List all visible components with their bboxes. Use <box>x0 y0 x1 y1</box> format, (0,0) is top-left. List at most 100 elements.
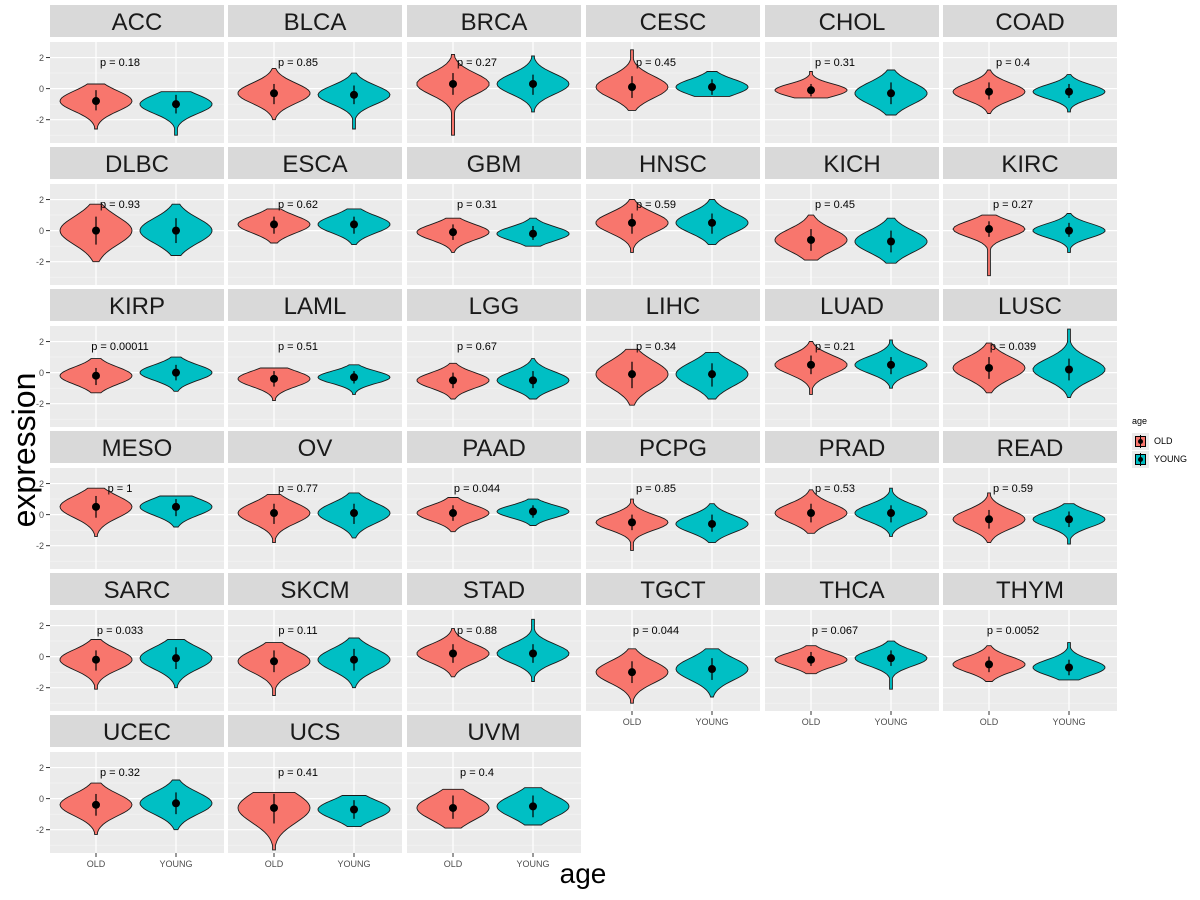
mean-point-kirc-old <box>985 225 993 234</box>
y-tick-label: -2 <box>36 399 44 409</box>
x-tick-label: YOUNG <box>516 859 549 869</box>
facet-strip-meso <box>50 431 224 463</box>
p-value-lusc: p = 0.039 <box>990 341 1036 353</box>
facet-label-gbm: GBM <box>467 151 522 178</box>
y-tick-label: -2 <box>36 541 44 551</box>
mean-point-ucec-old <box>92 800 100 809</box>
p-value-paad: p = 0.044 <box>454 483 500 495</box>
facet-label-uvm: UVM <box>467 719 520 746</box>
y-tick-label: 2 <box>39 195 44 205</box>
p-value-kirp: p = 0.00011 <box>91 341 149 353</box>
p-value-luad: p = 0.21 <box>815 341 855 353</box>
legend-label-young: YOUNG <box>1154 454 1188 464</box>
facet-strip-stad <box>407 573 581 605</box>
mean-point-kirc-young <box>1065 226 1073 235</box>
p-value-kirc: p = 0.27 <box>993 199 1033 211</box>
y-tick-label: -2 <box>36 257 44 267</box>
mean-point-ucs-young <box>350 805 358 814</box>
facet-strip-paad <box>407 431 581 463</box>
y-tick-label: 0 <box>39 794 44 804</box>
facet-strip-acc <box>50 5 224 37</box>
mean-point-gbm-young <box>529 229 537 238</box>
p-value-thca: p = 0.067 <box>812 625 858 637</box>
p-value-cesc: p = 0.45 <box>636 57 676 69</box>
mean-point-laml-young <box>350 373 358 382</box>
mean-point-meso-young <box>172 502 180 511</box>
legend-key-old <box>1132 432 1149 450</box>
mean-point-luad-old <box>807 360 815 369</box>
y-tick-label: 0 <box>39 226 44 236</box>
mean-point-thca-young <box>887 654 895 663</box>
facet-strip-prad <box>765 431 939 463</box>
facet-label-hnsc: HNSC <box>639 151 707 178</box>
p-value-prad: p = 0.53 <box>815 483 855 495</box>
p-value-read: p = 0.59 <box>993 483 1033 495</box>
y-tick-label: 2 <box>39 621 44 631</box>
p-value-acc: p = 0.18 <box>100 57 140 69</box>
facet-strip-kirc <box>943 147 1117 179</box>
mean-point-prad-old <box>807 509 815 518</box>
facet-strip-gbm <box>407 147 581 179</box>
x-axis-title: age <box>559 858 607 889</box>
mean-point-thym-young <box>1065 663 1073 672</box>
facet-strip-ov <box>228 431 402 463</box>
x-tick-label: YOUNG <box>159 859 192 869</box>
mean-point-lusc-old <box>985 363 993 372</box>
mean-point-blca-old <box>270 89 278 98</box>
facet-strip-luad <box>765 289 939 321</box>
y-tick-label: 2 <box>39 337 44 347</box>
p-value-ucs: p = 0.41 <box>278 767 318 779</box>
y-tick-label: -2 <box>36 683 44 693</box>
facet-label-stad: STAD <box>463 577 525 604</box>
mean-point-chol-young <box>887 89 895 98</box>
p-value-lihc: p = 0.34 <box>636 341 676 353</box>
p-value-stad: p = 0.88 <box>457 625 497 637</box>
mean-point-laml-old <box>270 374 278 383</box>
y-tick-label: -2 <box>36 115 44 125</box>
legend-item-young: YOUNG <box>1132 450 1187 468</box>
facet-label-laml: LAML <box>284 293 347 320</box>
facet-strip-tgct <box>586 573 760 605</box>
facet-label-thca: THCA <box>819 577 884 604</box>
p-value-hnsc: p = 0.59 <box>636 199 676 211</box>
mean-point-kirp-young <box>172 368 180 377</box>
facet-label-kirp: KIRP <box>109 293 165 320</box>
mean-point-dlbc-old <box>92 226 100 235</box>
violin-kirc-old <box>952 214 1026 277</box>
x-tick-label: OLD <box>802 717 821 727</box>
mean-point-read-young <box>1065 515 1073 524</box>
mean-point-acc-old <box>92 97 100 106</box>
legend-item-old: OLD <box>1132 432 1187 450</box>
mean-point-lusc-young <box>1065 365 1073 374</box>
facet-strip-kich <box>765 147 939 179</box>
facet-label-acc: ACC <box>112 9 163 36</box>
facet-strip-ucec <box>50 715 224 747</box>
p-value-kich: p = 0.45 <box>815 199 855 211</box>
facet-strip-thym <box>943 573 1117 605</box>
facet-strip-read <box>943 431 1117 463</box>
legend-dot-young <box>1138 456 1143 462</box>
p-value-lgg: p = 0.67 <box>457 341 497 353</box>
mean-point-thca-old <box>807 655 815 664</box>
mean-point-coad-young <box>1065 87 1073 96</box>
x-tick-label: OLD <box>444 859 463 869</box>
p-value-laml: p = 0.51 <box>278 341 318 353</box>
facet-label-read: READ <box>997 435 1064 462</box>
facet-strip-laml <box>228 289 402 321</box>
facet-label-blca: BLCA <box>284 9 347 36</box>
mean-point-tgct-old <box>628 668 636 677</box>
facet-strip-cesc <box>586 5 760 37</box>
mean-point-lgg-young <box>529 376 537 385</box>
facet-label-lusc: LUSC <box>998 293 1062 320</box>
mean-point-skcm-young <box>350 655 358 664</box>
facet-label-lgg: LGG <box>469 293 520 320</box>
y-tick-label: 2 <box>39 479 44 489</box>
facet-label-brca: BRCA <box>461 9 528 36</box>
mean-point-kich-old <box>807 235 815 244</box>
mean-point-kich-young <box>887 237 895 246</box>
p-value-skcm: p = 0.11 <box>278 625 317 637</box>
p-value-tgct: p = 0.044 <box>633 625 679 637</box>
mean-point-paad-young <box>529 507 537 516</box>
mean-point-dlbc-young <box>172 226 180 235</box>
facet-strip-esca <box>228 147 402 179</box>
